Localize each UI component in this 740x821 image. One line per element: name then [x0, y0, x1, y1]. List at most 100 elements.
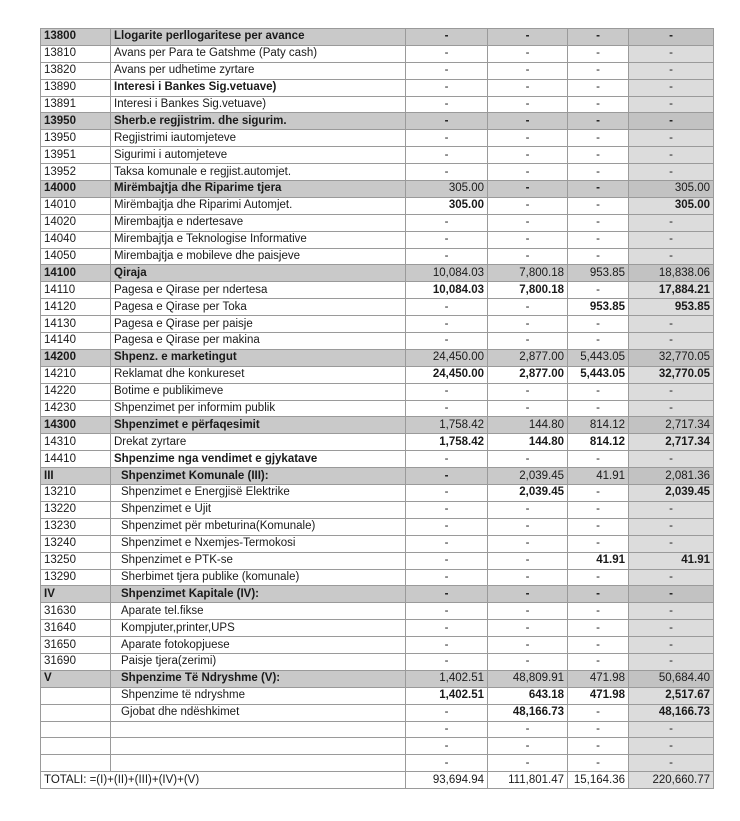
amount-cell: -	[405, 602, 488, 621]
code-cell: 14300	[40, 416, 111, 435]
amount-cell: -	[567, 61, 629, 80]
amount-cell: -	[405, 298, 488, 317]
amount-cell: -	[567, 78, 629, 97]
amount-cell: -	[405, 467, 488, 486]
table-row: 14050 Mirembajtja e mobileve dhe paisjeve…	[40, 247, 714, 266]
amount-cell: 2,039.45	[487, 484, 568, 502]
amount-cell: -	[405, 754, 488, 773]
code-cell: 13290	[40, 568, 111, 587]
code-cell: 14140	[40, 332, 111, 350]
description-cell: Shpenzimet e PTK-se	[110, 551, 406, 570]
code-cell: 13800	[40, 28, 111, 46]
amount-cell: -	[405, 500, 488, 519]
amount-cell: 48,166.73	[628, 703, 714, 722]
description-cell: Aparate tel.fikse	[110, 602, 406, 621]
amount-cell: 2,717.34	[628, 433, 714, 452]
amount-cell: -	[628, 230, 714, 249]
table-row: ----	[40, 754, 714, 773]
code-cell: 14410	[40, 450, 111, 469]
amount-cell: 2,517.67	[628, 686, 714, 705]
table-row: 14020 Mirembajtja e ndertesave - - - -	[40, 213, 714, 232]
table-body: 13800 Llogarite perllogaritese per avance…	[40, 28, 714, 790]
amount-cell: 1,758.42	[405, 416, 488, 435]
code-cell: 13810	[40, 44, 111, 63]
amount-cell: 41.91	[628, 551, 714, 570]
amount-cell: 5,443.05	[567, 365, 629, 384]
code-cell: 14130	[40, 315, 111, 334]
amount-cell: -	[405, 703, 488, 722]
total-amount: 93,694.94	[405, 771, 488, 790]
amount-cell: -	[405, 737, 488, 756]
description-cell: Avans per udhetime zyrtare	[110, 61, 406, 80]
amount-cell: 1,402.51	[405, 686, 488, 705]
amount-cell: -	[567, 500, 629, 519]
amount-cell: 41.91	[567, 551, 629, 570]
table-row: 14130 Pagesa e Qirase per paisje - - - -	[40, 315, 714, 334]
table-row: 14310 Drekat zyrtare 1,758.42 144.80 814.12 2…	[40, 433, 714, 452]
description-cell: Botime e publikimeve	[110, 382, 406, 401]
description-cell: Shpenzimet e përfaqesimit	[110, 416, 406, 435]
amount-cell: -	[405, 315, 488, 334]
amount-cell: -	[628, 534, 714, 553]
table-row: 13951 Sigurimi i automjeteve - - - -	[40, 146, 714, 165]
amount-cell: -	[487, 129, 568, 148]
description-cell: Pagesa e Qirase per ndertesa	[110, 281, 406, 300]
amount-cell: -	[405, 61, 488, 80]
amount-cell: -	[567, 382, 629, 401]
amount-cell: -	[567, 315, 629, 334]
amount-cell: 305.00	[628, 196, 714, 215]
amount-cell: -	[487, 146, 568, 165]
description-cell: Shpenzime të ndryshme	[110, 686, 406, 705]
amount-cell: -	[487, 213, 568, 232]
amount-cell: -	[628, 754, 714, 773]
description-cell: Interesi i Bankes Sig.vetuave)	[110, 78, 406, 97]
amount-cell: -	[405, 28, 488, 46]
description-cell: Shpenzimet Komunale (III):	[110, 467, 406, 486]
amount-cell: -	[628, 61, 714, 80]
table-row: 14200 Shpenz. e marketingut 24,450.00 2,877…	[40, 348, 714, 367]
amount-cell: -	[405, 450, 488, 469]
amount-cell: -	[487, 619, 568, 638]
amount-cell: -	[487, 61, 568, 80]
table-row: 14300 Shpenzimet e përfaqesimit 1,758.42 14…	[40, 416, 714, 435]
amount-cell: -	[567, 585, 629, 604]
amount-cell: -	[567, 484, 629, 502]
amount-cell: -	[628, 44, 714, 63]
amount-cell: -	[405, 585, 488, 604]
amount-cell: -	[628, 163, 714, 182]
amount-cell: -	[567, 332, 629, 350]
description-cell	[110, 754, 406, 773]
amount-cell: -	[487, 720, 568, 739]
code-cell: V	[40, 669, 111, 688]
code-cell: 14010	[40, 196, 111, 215]
amount-cell: -	[628, 585, 714, 604]
amount-cell: -	[405, 720, 488, 739]
code-cell: 14200	[40, 348, 111, 367]
amount-cell: -	[567, 619, 629, 638]
description-cell: Pagesa e Qirase per makina	[110, 332, 406, 350]
amount-cell: -	[567, 399, 629, 418]
table-row: Gjobat dhe ndëshkimet -48,166.73-48,166.7…	[40, 703, 714, 722]
code-cell	[40, 686, 111, 705]
amount-cell: -	[487, 602, 568, 621]
description-cell: Shpenzimet për mbeturina(Komunale)	[110, 517, 406, 536]
amount-cell: -	[567, 517, 629, 536]
code-cell: 31640	[40, 619, 111, 638]
code-cell: 31650	[40, 636, 111, 654]
amount-cell: -	[487, 247, 568, 266]
amount-cell: -	[567, 247, 629, 266]
amount-cell: 1,758.42	[405, 433, 488, 452]
description-cell: Shpenzime nga vendimet e gjykatave	[110, 450, 406, 469]
amount-cell: -	[487, 399, 568, 418]
amount-cell: -	[405, 636, 488, 654]
amount-cell: 144.80	[487, 433, 568, 452]
total-amount: 220,660.77	[628, 771, 714, 790]
amount-cell: 953.85	[628, 298, 714, 317]
amount-cell: -	[487, 230, 568, 249]
amount-cell: 814.12	[567, 433, 629, 452]
amount-cell: -	[405, 619, 488, 638]
table-row: 13952 Taksa komunale e regjist.automjet. -…	[40, 163, 714, 182]
amount-cell: -	[487, 78, 568, 97]
description-cell: Shpenzimet Kapitale (IV):	[110, 585, 406, 604]
code-cell: 14120	[40, 298, 111, 317]
